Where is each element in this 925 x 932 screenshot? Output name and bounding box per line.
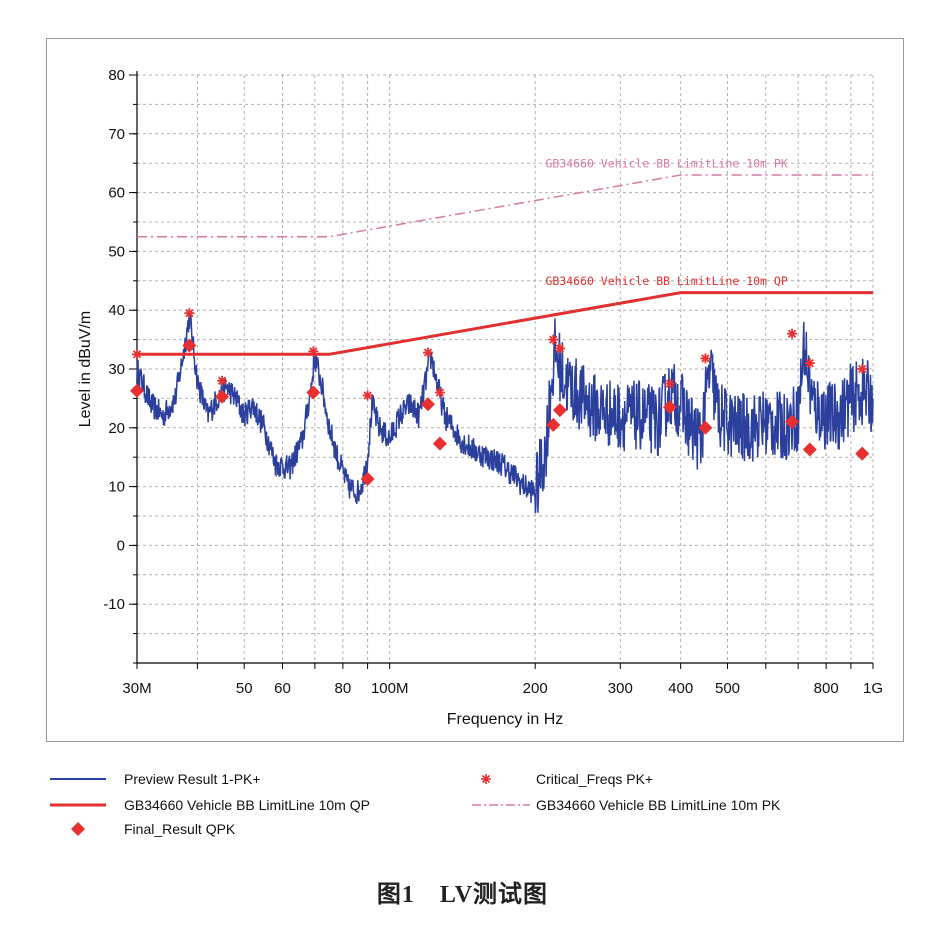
x-tick-label: 300	[608, 680, 633, 697]
legend-label-critical-freqs: Critical_Freqs PK+	[536, 771, 654, 787]
critical-freq-marker	[554, 343, 565, 354]
y-tick-label: 30	[108, 361, 125, 378]
legend-swatch-preview	[50, 778, 106, 780]
y-tick-label: 40	[108, 302, 125, 319]
critical-freq-marker	[308, 346, 319, 357]
final-result-marker	[546, 417, 561, 432]
asterisk-stroke	[665, 379, 675, 388]
y-tick-label: 20	[108, 420, 125, 437]
x-tick-label: 80	[335, 680, 352, 697]
critical-freq-marker	[804, 358, 815, 369]
critical-freq-marker	[184, 308, 195, 319]
x-tick-label: 1G	[863, 680, 883, 697]
final-result-marker	[432, 436, 447, 451]
legend-label-limit-qp: GB34660 Vehicle BB LimitLine 10m QP	[124, 797, 370, 813]
asterisk-stroke	[555, 344, 565, 353]
final-result-marker	[802, 442, 817, 457]
asterisk-stroke	[217, 376, 227, 385]
critical-freq-marker	[664, 378, 675, 389]
y-axis-title: Level in dBuV/m	[77, 311, 94, 428]
critical-freq-marker	[217, 375, 228, 386]
x-tick-label: 500	[715, 680, 740, 697]
critical-freq-marker	[700, 353, 711, 364]
y-tick-label: 50	[108, 243, 125, 260]
x-tick-label: 400	[668, 680, 693, 697]
legend-swatch-limit-pk	[472, 804, 530, 806]
x-tick-label: 50	[236, 680, 253, 697]
critical-freq-marker	[422, 347, 433, 358]
final-result-marker	[215, 389, 230, 404]
y-tick-label: -10	[103, 596, 125, 613]
critical-freq-marker	[857, 364, 868, 374]
asterisk-stroke	[185, 309, 194, 318]
asterisk-stroke	[363, 391, 372, 400]
critical-freq-marker	[548, 334, 559, 345]
legend-swatch-critical-freqs	[481, 774, 491, 784]
legend-swatch-limit-qp	[50, 803, 106, 807]
legend-label-final-result: Final_Result QPK	[124, 821, 236, 837]
y-tick-label: 0	[117, 537, 125, 554]
final-result-marker	[360, 471, 375, 486]
final-result-marker	[420, 397, 435, 412]
final-result-marker	[306, 385, 321, 400]
critical-freq-marker	[434, 387, 445, 398]
asterisk-stroke	[787, 329, 797, 338]
final-result-marker	[855, 446, 870, 461]
limit-qp-annotation: GB34660 Vehicle BB LimitLine 10m QP	[545, 274, 787, 288]
x-tick-label: 60	[274, 680, 291, 697]
asterisk-stroke	[435, 388, 445, 397]
figure-caption: 图1 LV测试图	[376, 882, 549, 908]
y-tick-label: 60	[108, 185, 125, 202]
chart-frame: 80 70 60 50 40 30 20 10 0 -10 30M 50 60 80 100M 200 300 4…	[46, 38, 904, 742]
limit-pk-annotation: GB34660 Vehicle BB LimitLine 10m PK	[545, 156, 787, 170]
chart-svg: 80 70 60 50 40 30 20 10 0 -10 30M 50 60 80 100M 200 300 4…	[77, 67, 883, 728]
asterisk-stroke	[805, 358, 814, 368]
asterisk-stroke	[549, 335, 558, 344]
x-axis-title: Frequency in Hz	[447, 711, 564, 728]
asterisk-stroke	[309, 347, 318, 356]
final-result-marker	[698, 420, 713, 435]
final-result-marker	[785, 414, 800, 429]
critical-freq-marker	[787, 328, 798, 339]
x-tick-label: 200	[523, 680, 548, 697]
legend-label-limit-pk: GB34660 Vehicle BB LimitLine 10m PK	[536, 797, 781, 813]
series-limit-qp-line	[137, 291, 873, 356]
final-result-marker	[662, 400, 677, 415]
critical-freq-marker	[362, 390, 373, 401]
critical-freq-marker	[132, 349, 142, 360]
asterisk-stroke	[701, 354, 710, 363]
final-result-marker	[130, 383, 144, 398]
series-limit-pk-line	[137, 174, 873, 238]
x-tick-label: 30M	[122, 680, 151, 697]
legend-label-preview: Preview Result 1-PK+	[124, 771, 261, 787]
legend-swatch-final-result	[71, 822, 85, 836]
grid-lines	[136, 74, 874, 664]
asterisk-stroke	[132, 350, 142, 359]
asterisk-stroke	[858, 364, 867, 374]
y-tick-label: 10	[108, 479, 125, 496]
asterisk-stroke	[423, 348, 433, 357]
x-tick-label: 100M	[371, 680, 409, 697]
y-tick-label: 80	[108, 67, 125, 84]
y-tick-label: 70	[108, 126, 125, 143]
series-preview-result-line	[136, 313, 874, 514]
final-result-marker	[552, 403, 567, 418]
x-tick-label: 800	[814, 680, 839, 697]
final-result-marker	[182, 338, 197, 353]
